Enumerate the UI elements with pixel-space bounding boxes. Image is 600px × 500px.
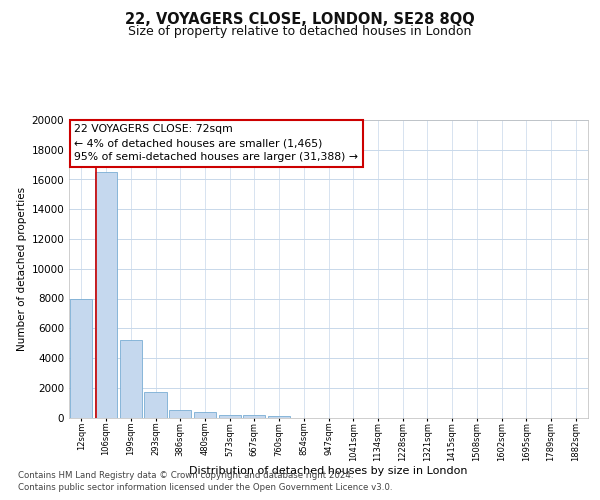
Bar	[70, 298, 92, 418]
Text: 22 VOYAGERS CLOSE: 72sqm
← 4% of detached houses are smaller (1,465)
95% of semi: 22 VOYAGERS CLOSE: 72sqm ← 4% of detache…	[74, 124, 358, 162]
Bar	[218, 414, 241, 418]
Bar	[194, 412, 216, 418]
Text: Size of property relative to detached houses in London: Size of property relative to detached ho…	[128, 25, 472, 38]
Bar	[145, 392, 167, 417]
Bar	[169, 410, 191, 418]
Text: Contains public sector information licensed under the Open Government Licence v3: Contains public sector information licen…	[18, 483, 392, 492]
Bar	[119, 340, 142, 417]
Bar	[243, 416, 265, 418]
Bar	[268, 416, 290, 418]
Bar	[95, 172, 117, 418]
X-axis label: Distribution of detached houses by size in London: Distribution of detached houses by size …	[189, 466, 468, 476]
Y-axis label: Number of detached properties: Number of detached properties	[17, 186, 27, 351]
Text: 22, VOYAGERS CLOSE, LONDON, SE28 8QQ: 22, VOYAGERS CLOSE, LONDON, SE28 8QQ	[125, 12, 475, 28]
Text: Contains HM Land Registry data © Crown copyright and database right 2024.: Contains HM Land Registry data © Crown c…	[18, 471, 353, 480]
